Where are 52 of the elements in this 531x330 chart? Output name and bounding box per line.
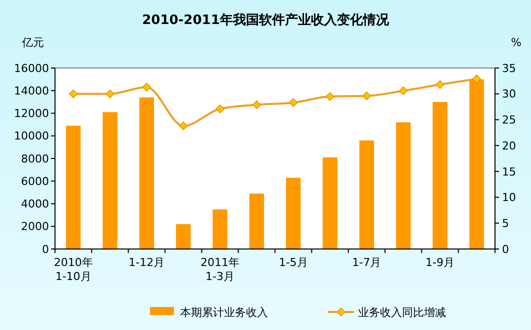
x-tick-label: 1-12月 — [128, 256, 165, 269]
y2-tick-label: 20 — [502, 139, 516, 152]
y2-tick-label: 35 — [502, 62, 516, 75]
legend-label: 本期累计业务收入 — [180, 306, 268, 319]
y2-tick-label: 15 — [502, 165, 516, 178]
bar — [249, 194, 264, 249]
bar — [176, 224, 191, 249]
y2-tick-label: 10 — [502, 191, 516, 204]
bar — [66, 126, 81, 249]
point — [398, 86, 408, 96]
point — [288, 98, 298, 107]
y2-tick-label: 5 — [502, 216, 509, 230]
x-tick-label: 2010年 1-10月 — [54, 256, 93, 283]
y-tick-label: 4000 — [21, 198, 49, 211]
y2-tick-label: 0 — [502, 242, 509, 256]
point — [178, 122, 188, 130]
bar — [139, 97, 154, 249]
y2-tick-label: 30 — [502, 88, 516, 101]
bar — [212, 209, 228, 249]
bar — [102, 112, 118, 249]
point — [68, 90, 78, 98]
y-axis-title: 亿元 — [21, 36, 44, 49]
chart-title: 2010-2011年我国软件产业收入变化情况 — [142, 12, 390, 28]
x-tick-label: 1-7月 — [352, 256, 382, 269]
bar — [322, 157, 338, 249]
bar — [396, 122, 411, 249]
y-tick-label: 0 — [42, 242, 49, 256]
y-tick-label: 6000 — [21, 174, 49, 188]
y-tick-label: 10000 — [14, 130, 49, 143]
point — [106, 90, 114, 98]
y-tick-label: 2000 — [21, 220, 49, 234]
y-tick-label: 14000 — [14, 84, 49, 98]
bar — [359, 140, 374, 249]
bar — [432, 102, 448, 249]
point — [472, 74, 482, 84]
point — [252, 100, 262, 110]
bar — [469, 79, 484, 249]
point — [436, 80, 444, 89]
y2-axis-title: % — [511, 36, 522, 49]
point — [216, 104, 224, 114]
point — [326, 92, 334, 101]
legend-label: 业务收入同比增减 — [358, 306, 446, 319]
x-tick-label: 2011年 1-3月 — [200, 256, 240, 283]
y-tick-label: 8000 — [21, 152, 49, 166]
point — [142, 82, 152, 92]
y-tick-label: 16000 — [14, 62, 49, 75]
y-tick-label: 12000 — [14, 107, 49, 120]
y2-tick-label: 25 — [502, 114, 516, 127]
x-tick-label: 1-5月 — [278, 256, 308, 269]
point — [362, 92, 372, 100]
x-tick-label: 1-9月 — [426, 256, 454, 269]
bar — [286, 178, 301, 249]
